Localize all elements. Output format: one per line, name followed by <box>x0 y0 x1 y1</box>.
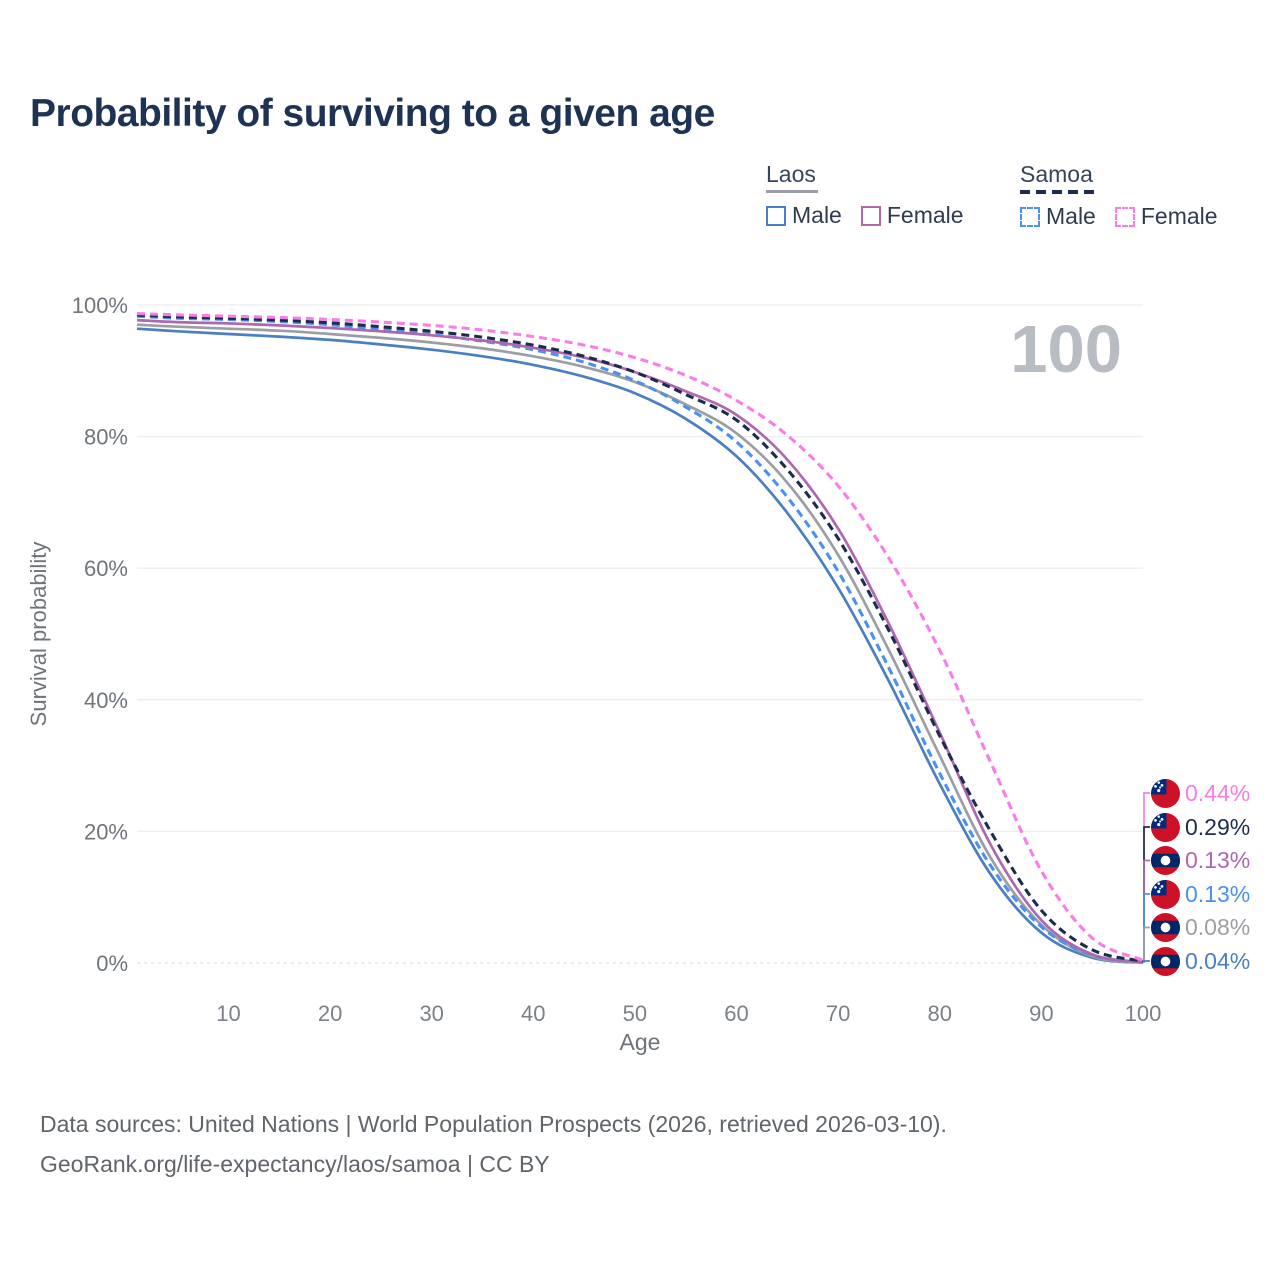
series-end-label-laos-female: 0.13% <box>1151 846 1250 876</box>
legend-item-samoa-male[interactable]: Male <box>1020 203 1096 230</box>
samoa-male-swatch-icon <box>1020 206 1040 227</box>
laos-female-swatch-icon <box>860 205 881 226</box>
series-line-samoa-female <box>136 312 1144 962</box>
footer-attribution: GeoRank.org/life-expectancy/laos/samoa |… <box>40 1151 550 1177</box>
laos-flag-icon <box>1151 913 1180 942</box>
end-label-connector-samoa-female <box>1143 792 1150 961</box>
series-end-value: 0.04% <box>1185 947 1251 974</box>
y-axis-title: Survival probability <box>26 542 51 727</box>
samoa-flag-icon <box>1151 879 1180 909</box>
footer-data-sources: Data sources: United Nations | World Pop… <box>40 1111 947 1137</box>
series-end-value: 0.08% <box>1185 914 1251 940</box>
x-tick-label: 20 <box>318 1001 342 1026</box>
legend-item-label: Female <box>886 202 964 228</box>
legend-item-laos-female[interactable]: Female <box>860 202 964 229</box>
laos-flag-icon <box>1151 946 1180 976</box>
samoa-flag-icon <box>1151 812 1180 842</box>
legend-item-label: Male <box>1046 203 1096 229</box>
legend-group-samoa-label: Samoa <box>1020 161 1093 187</box>
y-tick-label: 80% <box>84 425 128 450</box>
end-label-connector-laos-both <box>1143 926 1150 963</box>
series-end-value: 0.13% <box>1185 847 1251 873</box>
series-end-label-laos-both: 0.08% <box>1151 913 1250 943</box>
laos-flag-icon <box>1151 846 1180 875</box>
samoa-dashed-line-swatch <box>1020 190 1100 194</box>
samoa-flag-icon <box>1151 778 1180 808</box>
series-end-label-samoa-female: 0.44% <box>1151 778 1250 808</box>
series-end-label-laos-male: 0.04% <box>1151 946 1250 976</box>
series-line-laos-male <box>136 327 1144 965</box>
page-title: Probability of surviving to a given age <box>30 92 715 135</box>
legend-item-label: Male <box>792 202 842 228</box>
series-end-label-samoa-both: 0.29% <box>1151 812 1250 842</box>
legend-item-samoa-female[interactable]: Female <box>1114 203 1218 230</box>
laos-male-swatch-icon <box>766 205 786 226</box>
legend-group-samoa: Samoa Male Female <box>1020 161 1218 230</box>
series-line-samoa-male <box>136 314 1144 964</box>
x-tick-label: 90 <box>1029 1001 1053 1026</box>
x-tick-label: 30 <box>419 1001 443 1026</box>
x-tick-label: 100 <box>1125 1001 1162 1026</box>
legend-item-label: Female <box>1140 203 1218 229</box>
y-tick-label: 40% <box>84 688 128 713</box>
x-axis-title: Age <box>620 1029 661 1055</box>
footer: Data sources: United Nations | World Pop… <box>40 1104 947 1184</box>
y-tick-label: 100% <box>72 293 128 318</box>
series-end-label-samoa-male: 0.13% <box>1151 879 1250 909</box>
y-tick-label: 20% <box>84 819 128 844</box>
end-label-connector-laos-male <box>1143 960 1150 963</box>
x-tick-label: 80 <box>928 1001 952 1026</box>
series-end-value: 0.44% <box>1185 779 1251 806</box>
x-tick-label: 60 <box>724 1001 748 1026</box>
gridlines <box>137 304 1143 964</box>
series-line-laos-female <box>136 318 1144 964</box>
y-tick-label: 0% <box>96 951 128 976</box>
x-tick-label: 10 <box>216 1001 240 1026</box>
y-tick-label: 60% <box>84 556 128 581</box>
legend-group-laos: Laos Male Female <box>766 161 964 229</box>
samoa-female-swatch-icon <box>1114 206 1135 227</box>
x-tick-label: 70 <box>826 1001 850 1026</box>
x-tick-label: 50 <box>623 1001 647 1026</box>
end-label-connector-laos-female <box>1143 859 1150 963</box>
series-end-value: 0.29% <box>1185 813 1251 840</box>
legend-group-laos-label: Laos <box>766 161 816 187</box>
age-watermark: 100 <box>1010 312 1122 387</box>
series-end-value: 0.13% <box>1185 880 1251 907</box>
laos-solid-line-swatch <box>766 190 818 193</box>
series-line-samoa-both <box>136 313 1144 963</box>
x-tick-label: 40 <box>521 1001 545 1026</box>
legend-item-laos-male[interactable]: Male <box>766 202 842 229</box>
